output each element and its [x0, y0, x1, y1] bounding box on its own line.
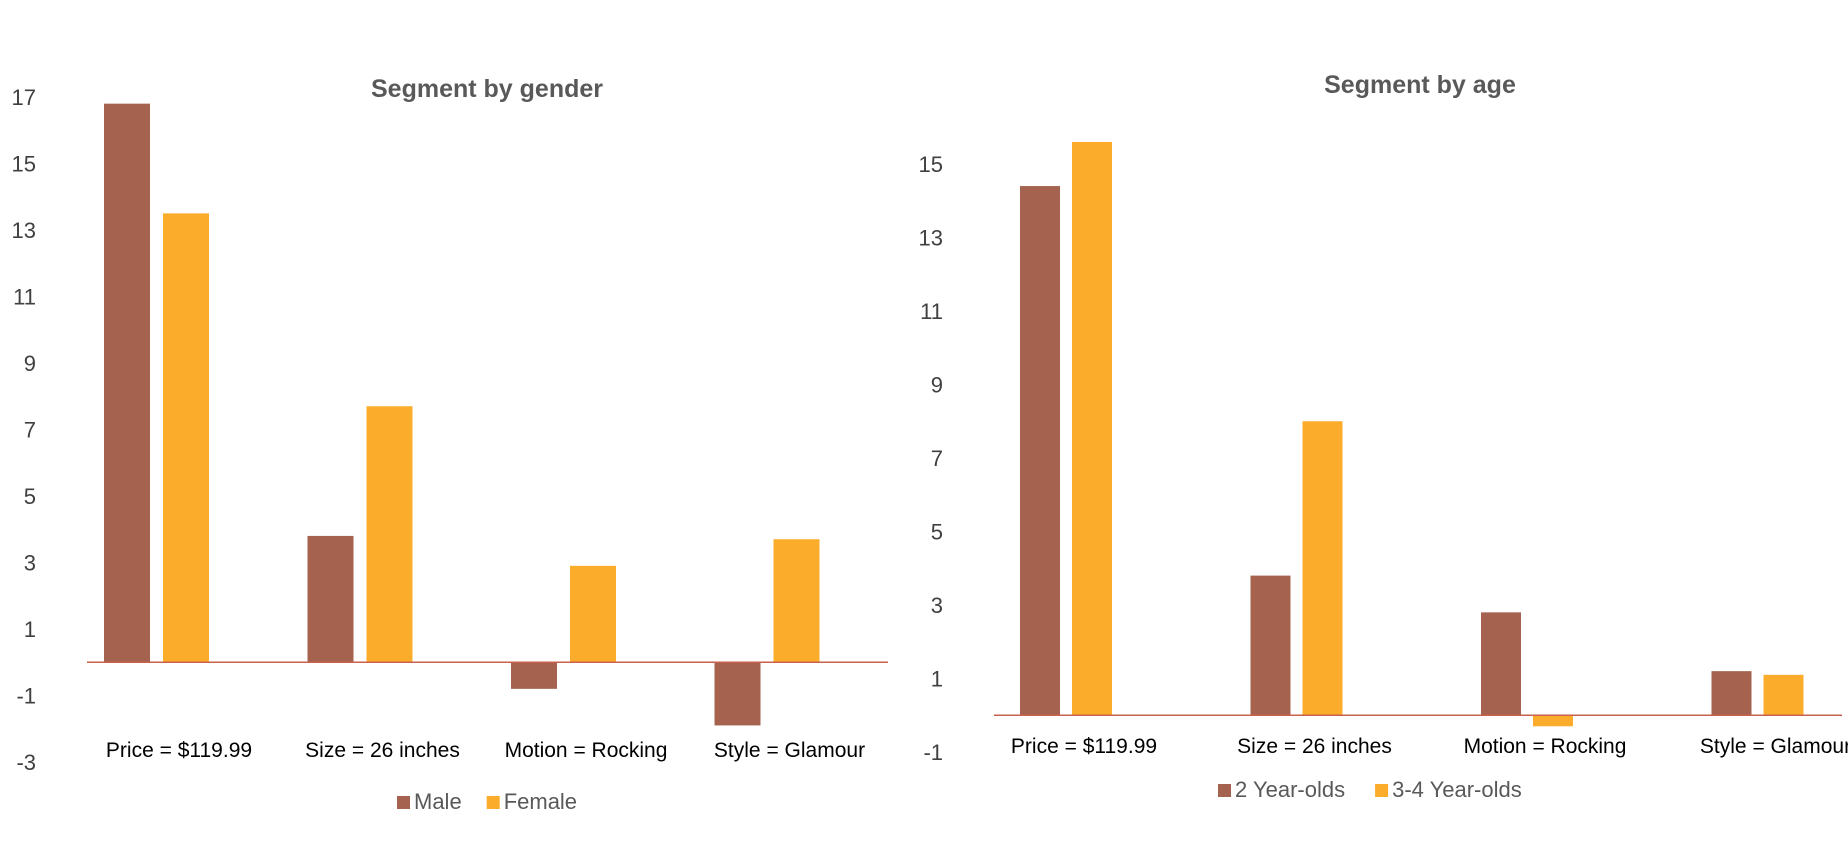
y-tick-label: 5 [931, 520, 943, 545]
bars [104, 103, 820, 726]
legend: 2 Year-olds 3-4 Year-olds [1218, 777, 1522, 802]
legend-swatch [1375, 784, 1389, 797]
y-tick-label: 1 [24, 617, 36, 642]
bar-male [307, 535, 354, 663]
legend-label: Male [414, 789, 462, 814]
y-tick-label: 11 [920, 299, 943, 324]
bar-male [714, 662, 761, 726]
y-tick-label: 13 [12, 218, 36, 243]
y-tick-label: 9 [24, 351, 36, 376]
x-tick-label: Motion = Rocking [505, 739, 668, 762]
bar-3-4-year-olds [1072, 141, 1112, 716]
x-tick-label: Size = 26 inches [1237, 735, 1392, 758]
y-tick-label: -1 [923, 740, 943, 765]
legend-swatch [1218, 784, 1231, 797]
chart-title: Segment by age [1324, 71, 1516, 99]
y-tick-label: 9 [931, 373, 943, 398]
bar-3-4-year-olds [1763, 674, 1804, 716]
x-tick-label: Style = Glamour [1700, 735, 1848, 758]
y-tick-label: 13 [919, 226, 943, 251]
bar-male [104, 103, 150, 663]
x-axis: Price = $119.99 Size = 26 inches Motion = … [106, 739, 865, 762]
y-tick-label: 1 [931, 667, 943, 692]
bar-female [773, 539, 820, 663]
chart-title: Segment by gender [371, 75, 603, 103]
bar-2-year-olds [1711, 671, 1752, 716]
y-tick-label: 11 [13, 285, 36, 310]
y-tick-label: 3 [931, 593, 943, 618]
bar-female [366, 406, 413, 663]
y-tick-label: -3 [16, 750, 36, 775]
y-tick-label: 3 [24, 551, 36, 576]
legend-label: Female [504, 789, 577, 814]
bar-3-4-year-olds [1302, 421, 1343, 716]
legend-label: 3-4 Year-olds [1392, 777, 1522, 802]
y-tick-label: 15 [12, 152, 36, 177]
y-tick-label: 17 [12, 85, 36, 110]
legend-swatch [486, 796, 500, 809]
legend-swatch [397, 796, 410, 809]
x-tick-label: Price = $119.99 [1011, 735, 1157, 758]
bar-3-4-year-olds [1533, 715, 1573, 727]
y-tick-label: 15 [919, 152, 943, 177]
bars [1020, 141, 1804, 727]
x-tick-label: Style = Glamour [714, 739, 865, 762]
y-tick-label: 5 [24, 484, 36, 509]
y-tick-label: 7 [931, 446, 943, 471]
bar-2-year-olds [1250, 575, 1291, 716]
bar-female [570, 565, 616, 663]
y-tick-label: -1 [16, 684, 36, 709]
bar-2-year-olds [1481, 612, 1521, 716]
x-axis: Price = $119.99 Size = 26 inches Motion = … [1011, 735, 1848, 758]
x-tick-label: Price = $119.99 [106, 739, 252, 762]
bar-female [163, 213, 209, 663]
bar-2-year-olds [1020, 186, 1060, 716]
x-tick-label: Size = 26 inches [305, 739, 460, 762]
legend: Male Female [397, 789, 577, 814]
x-tick-label: Motion = Rocking [1464, 735, 1627, 758]
y-tick-label: 7 [24, 418, 36, 443]
bar-male [511, 662, 557, 689]
legend-label: 2 Year-olds [1235, 777, 1345, 802]
